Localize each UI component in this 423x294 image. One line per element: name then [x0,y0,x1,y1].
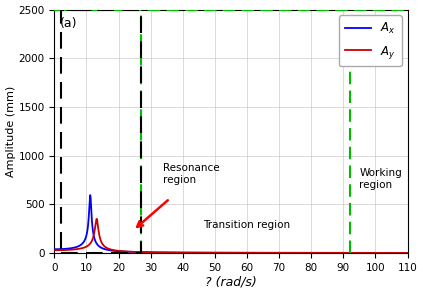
Legend: $A_x$, $A_y$: $A_x$, $A_y$ [339,16,402,66]
Text: (a): (a) [60,17,77,30]
$A_y$ [220,251,225,255]
X-axis label: ? (rad/s): ? (rad/s) [205,275,257,288]
Text: Transition region: Transition region [203,220,291,230]
$A_x$ [405,251,410,255]
Line: $A_x$: $A_x$ [55,195,408,253]
$A_x$ [220,251,225,255]
$A_x$ [266,251,271,255]
$A_x$ [140,250,146,254]
$A_y$ [94,217,99,220]
Text: Working
region: Working region [360,168,402,190]
$A_x$ [305,251,310,255]
$A_y$ [266,251,271,255]
$A_y$ [382,251,387,255]
$A_x$ [382,251,387,255]
$A_x$ [279,251,284,255]
$A_x$ [88,193,93,197]
$A_y$ [279,251,284,255]
Text: Resonance
region: Resonance region [164,163,220,185]
$A_y$ [305,251,310,255]
$A_x$ [53,248,58,251]
Line: $A_y$: $A_y$ [55,219,408,253]
$A_y$ [53,248,58,252]
$A_y$ [140,250,146,254]
Y-axis label: Amplitude (mm): Amplitude (mm) [5,86,16,177]
$A_y$ [405,251,410,255]
